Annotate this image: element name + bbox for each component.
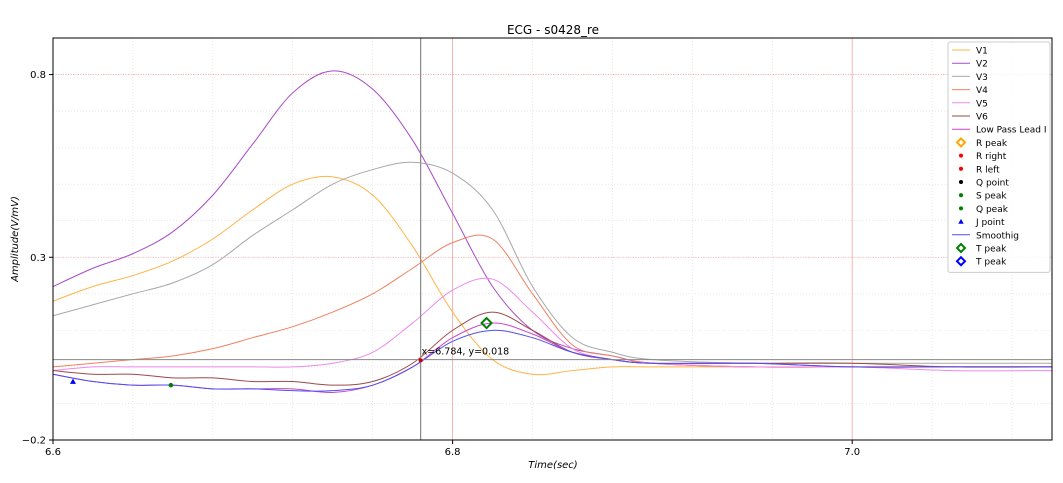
marker-t-peak bbox=[480, 316, 493, 330]
cursor-layer: x=6.784, y=0.018 bbox=[53, 38, 1052, 440]
legend-label-q-point: Q point bbox=[976, 179, 1009, 189]
x-tick-label: 7.0 bbox=[844, 447, 860, 458]
legend-label-r-right: R right bbox=[976, 152, 1007, 162]
axis-layer: 6.6 6.8 7.0 −0.2 0.3 0.8 bbox=[22, 70, 860, 458]
legend-label-r-left: R left bbox=[976, 165, 1000, 175]
legend-swatch-q-peak bbox=[958, 206, 964, 211]
marker-j-point bbox=[69, 378, 76, 384]
x-tick-label: 6.8 bbox=[445, 447, 461, 458]
legend-label-v5: V5 bbox=[976, 99, 988, 109]
legend-label-v3: V3 bbox=[976, 73, 988, 83]
legend-swatch-j-point bbox=[958, 218, 964, 224]
y-tick-label: 0.3 bbox=[30, 253, 46, 264]
legend-swatch-t-peak bbox=[955, 242, 967, 254]
series-line-v6 bbox=[52, 311, 1053, 386]
legend-label-v6: V6 bbox=[976, 113, 988, 123]
cursor-point bbox=[418, 358, 423, 363]
legend-swatch-s-peak bbox=[958, 193, 964, 198]
legend-label-smoothig: Smoothig bbox=[976, 231, 1019, 241]
series-line-v5 bbox=[52, 277, 1053, 372]
y-axis-label: Amplitude(V/mV) bbox=[10, 196, 21, 283]
legend-swatch-t-peak bbox=[955, 255, 967, 267]
legend-label-r-peak: R peak bbox=[976, 139, 1008, 149]
legend-label-t-peak: T peak bbox=[975, 245, 1007, 255]
legend-label-q-peak: Q peak bbox=[976, 205, 1009, 215]
x-axis-label: Time(sec) bbox=[528, 460, 577, 471]
legend-swatch-r-left bbox=[958, 166, 964, 171]
series-line-v3 bbox=[52, 161, 1052, 365]
legend-label-j-point: J point bbox=[975, 218, 1005, 228]
legend-label-s-peak: S peak bbox=[976, 192, 1007, 202]
legend-swatch-q-point bbox=[958, 179, 964, 185]
marker-layer bbox=[69, 316, 493, 388]
y-tick-label: −0.2 bbox=[22, 436, 46, 447]
series-line-low-pass-lead-i bbox=[52, 322, 1052, 394]
grid-layer bbox=[52, 37, 1052, 441]
x-tick-label: 6.6 bbox=[45, 447, 61, 458]
y-tick-label: 0.8 bbox=[30, 70, 46, 81]
legend-label-v2: V2 bbox=[976, 60, 988, 70]
legend-label-t-peak: T peak bbox=[975, 258, 1007, 268]
marker-s-peak bbox=[168, 382, 174, 388]
legend-label-v1: V1 bbox=[976, 47, 988, 57]
legend-box bbox=[947, 41, 1051, 273]
plot-frame bbox=[52, 37, 1053, 441]
legend-swatch-r-right bbox=[958, 153, 964, 158]
legend-label-v4: V4 bbox=[976, 86, 988, 96]
series-layer bbox=[52, 70, 1053, 394]
chart-title: ECG - s0428_re bbox=[507, 23, 599, 37]
legend-label-low-pass-lead-i: Low Pass Lead I bbox=[976, 126, 1047, 136]
series-line-smoothig bbox=[52, 329, 1052, 392]
cursor-readout: x=6.784, y=0.018 bbox=[422, 346, 510, 357]
legend: V1 V2 V3 V4 V5 V6 Low Pass Lead I R peak R right… bbox=[947, 41, 1051, 273]
legend-swatch-r-peak bbox=[955, 136, 967, 148]
series-line-v4 bbox=[52, 234, 1052, 368]
